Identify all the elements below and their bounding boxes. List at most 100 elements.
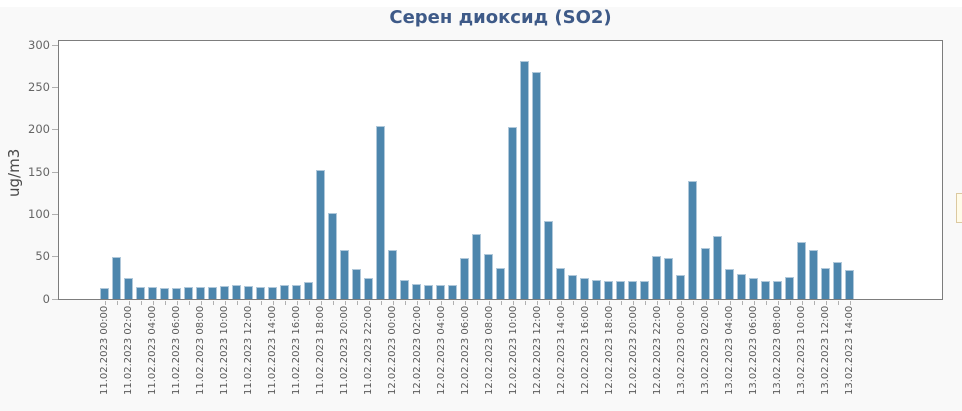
bar[interactable] <box>400 280 409 299</box>
bar[interactable] <box>231 285 241 299</box>
bar[interactable] <box>556 268 566 299</box>
bar[interactable] <box>508 127 518 299</box>
bar[interactable] <box>784 277 794 299</box>
x-axis-tick <box>585 301 587 305</box>
bar[interactable] <box>111 257 121 299</box>
x-axis-tick <box>465 301 467 305</box>
bar[interactable] <box>303 282 313 299</box>
bar[interactable] <box>724 269 734 299</box>
x-axis-tick <box>765 301 767 305</box>
bar[interactable] <box>375 126 385 299</box>
x-axis-tick <box>441 301 443 305</box>
bar[interactable] <box>267 287 277 299</box>
bar[interactable] <box>291 285 301 299</box>
x-tick-label: 11.02.2023 00:00 <box>99 306 110 396</box>
bar[interactable] <box>688 181 698 299</box>
bar[interactable] <box>472 234 482 299</box>
x-axis-tick <box>609 301 611 305</box>
x-axis-tick <box>549 301 551 305</box>
bar[interactable] <box>99 288 109 299</box>
bar[interactable] <box>496 268 506 299</box>
bar[interactable] <box>832 262 842 299</box>
bar[interactable] <box>676 275 686 299</box>
x-axis-tick <box>212 301 214 305</box>
x-axis-tick <box>597 301 599 305</box>
bar[interactable] <box>616 281 626 299</box>
bar[interactable] <box>808 250 818 299</box>
bar[interactable] <box>652 256 662 299</box>
bar[interactable] <box>796 242 806 299</box>
bar[interactable] <box>580 278 590 299</box>
bar[interactable] <box>195 287 205 299</box>
x-axis-tick <box>645 301 647 305</box>
x-axis-tick <box>116 301 118 305</box>
x-tick-label: 11.02.2023 06:00 <box>171 306 183 396</box>
x-tick-label: 12.02.2023 16:00 <box>579 306 591 396</box>
bar[interactable] <box>412 284 422 299</box>
bar[interactable] <box>363 278 373 299</box>
bar[interactable] <box>772 281 782 299</box>
bar[interactable] <box>568 275 578 299</box>
x-axis-tick <box>849 301 851 305</box>
bar[interactable] <box>243 286 253 299</box>
x-tick-label: 12.02.2023 02:00 <box>411 306 423 396</box>
bar[interactable] <box>640 281 650 299</box>
x-axis-tick <box>729 301 731 305</box>
bar[interactable] <box>327 213 337 299</box>
x-axis-tick <box>717 301 719 305</box>
x-axis-tick <box>272 301 274 305</box>
x-axis-tick <box>789 301 791 305</box>
x-axis-tick <box>633 301 635 305</box>
x-tick-label: 13.02.2023 12:00 <box>820 306 832 396</box>
bar[interactable] <box>147 287 157 299</box>
bar[interactable] <box>255 287 265 299</box>
bar[interactable] <box>207 287 217 299</box>
bar[interactable] <box>820 268 830 299</box>
bar[interactable] <box>339 250 349 299</box>
bar[interactable] <box>700 248 710 299</box>
bar[interactable] <box>604 281 614 299</box>
bar[interactable] <box>544 221 554 299</box>
x-tick-label: 12.02.2023 12:00 <box>531 306 543 396</box>
bar[interactable] <box>844 270 854 299</box>
bar[interactable] <box>135 287 145 299</box>
x-axis-tick <box>429 301 431 305</box>
x-tick-label: 11.02.2023 04:00 <box>147 306 159 396</box>
x-tick-label: 11.02.2023 08:00 <box>195 306 207 396</box>
bar[interactable] <box>592 280 602 299</box>
bar[interactable] <box>351 269 361 299</box>
x-tick-label: 12.02.2023 08:00 <box>483 306 495 396</box>
x-axis-tick <box>356 301 358 305</box>
bar[interactable] <box>424 285 434 299</box>
bar[interactable] <box>712 236 722 299</box>
x-axis-tick <box>681 301 683 305</box>
bar[interactable] <box>760 281 770 299</box>
bar[interactable] <box>171 288 181 299</box>
x-axis-tick <box>453 301 455 305</box>
bar[interactable] <box>315 170 325 299</box>
x-axis-tick <box>753 301 755 305</box>
x-axis-tick <box>392 301 394 305</box>
bar[interactable] <box>484 254 494 299</box>
bar[interactable] <box>532 72 542 299</box>
x-tick-label: 12.02.2023 04:00 <box>435 306 447 396</box>
x-tick-label: 13.02.2023 10:00 <box>796 306 808 396</box>
bar[interactable] <box>748 278 758 299</box>
bar[interactable] <box>183 287 193 299</box>
bar[interactable] <box>448 285 458 299</box>
bar[interactable] <box>460 258 470 299</box>
bar[interactable] <box>219 286 229 299</box>
x-axis-tick <box>176 301 178 305</box>
bar[interactable] <box>387 250 397 299</box>
bar[interactable] <box>123 278 133 299</box>
y-tick-label: 200 <box>28 122 50 137</box>
x-axis-tick <box>825 301 827 305</box>
bar[interactable] <box>628 281 638 299</box>
bar[interactable] <box>159 288 169 299</box>
bar[interactable] <box>436 285 446 299</box>
bar[interactable] <box>736 274 746 299</box>
bar[interactable] <box>520 61 530 299</box>
bar[interactable] <box>279 285 289 299</box>
bar[interactable] <box>664 258 674 299</box>
